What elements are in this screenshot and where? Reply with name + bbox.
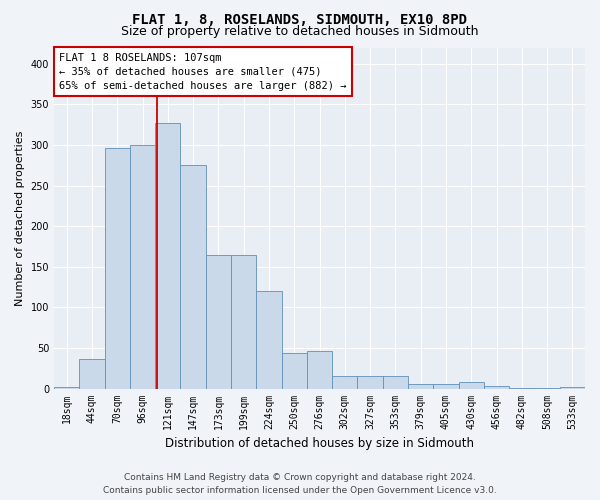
Y-axis label: Number of detached properties: Number of detached properties (15, 130, 25, 306)
Bar (458, 382, 484, 388)
Bar (281, 353, 307, 388)
Bar (332, 376, 358, 388)
Bar (560, 387, 585, 388)
Bar (130, 145, 155, 388)
Bar (206, 254, 231, 388)
Text: Contains HM Land Registry data © Crown copyright and database right 2024.
Contai: Contains HM Land Registry data © Crown c… (103, 473, 497, 495)
Text: FLAT 1, 8, ROSELANDS, SIDMOUTH, EX10 8PD: FLAT 1, 8, ROSELANDS, SIDMOUTH, EX10 8PD (133, 12, 467, 26)
Bar (408, 384, 433, 388)
Bar (181, 165, 206, 388)
Text: Size of property relative to detached houses in Sidmouth: Size of property relative to detached ho… (121, 25, 479, 38)
Bar (54, 387, 79, 388)
Bar (307, 351, 332, 389)
Bar (231, 254, 256, 388)
Bar (433, 384, 458, 388)
X-axis label: Distribution of detached houses by size in Sidmouth: Distribution of detached houses by size … (165, 437, 474, 450)
Text: FLAT 1 8 ROSELANDS: 107sqm
← 35% of detached houses are smaller (475)
65% of sem: FLAT 1 8 ROSELANDS: 107sqm ← 35% of deta… (59, 52, 347, 90)
Bar (79, 358, 104, 388)
Bar (358, 376, 383, 388)
Bar (104, 148, 130, 388)
Bar (383, 376, 408, 388)
Bar (155, 123, 181, 388)
Bar (484, 386, 509, 388)
Bar (256, 291, 281, 388)
